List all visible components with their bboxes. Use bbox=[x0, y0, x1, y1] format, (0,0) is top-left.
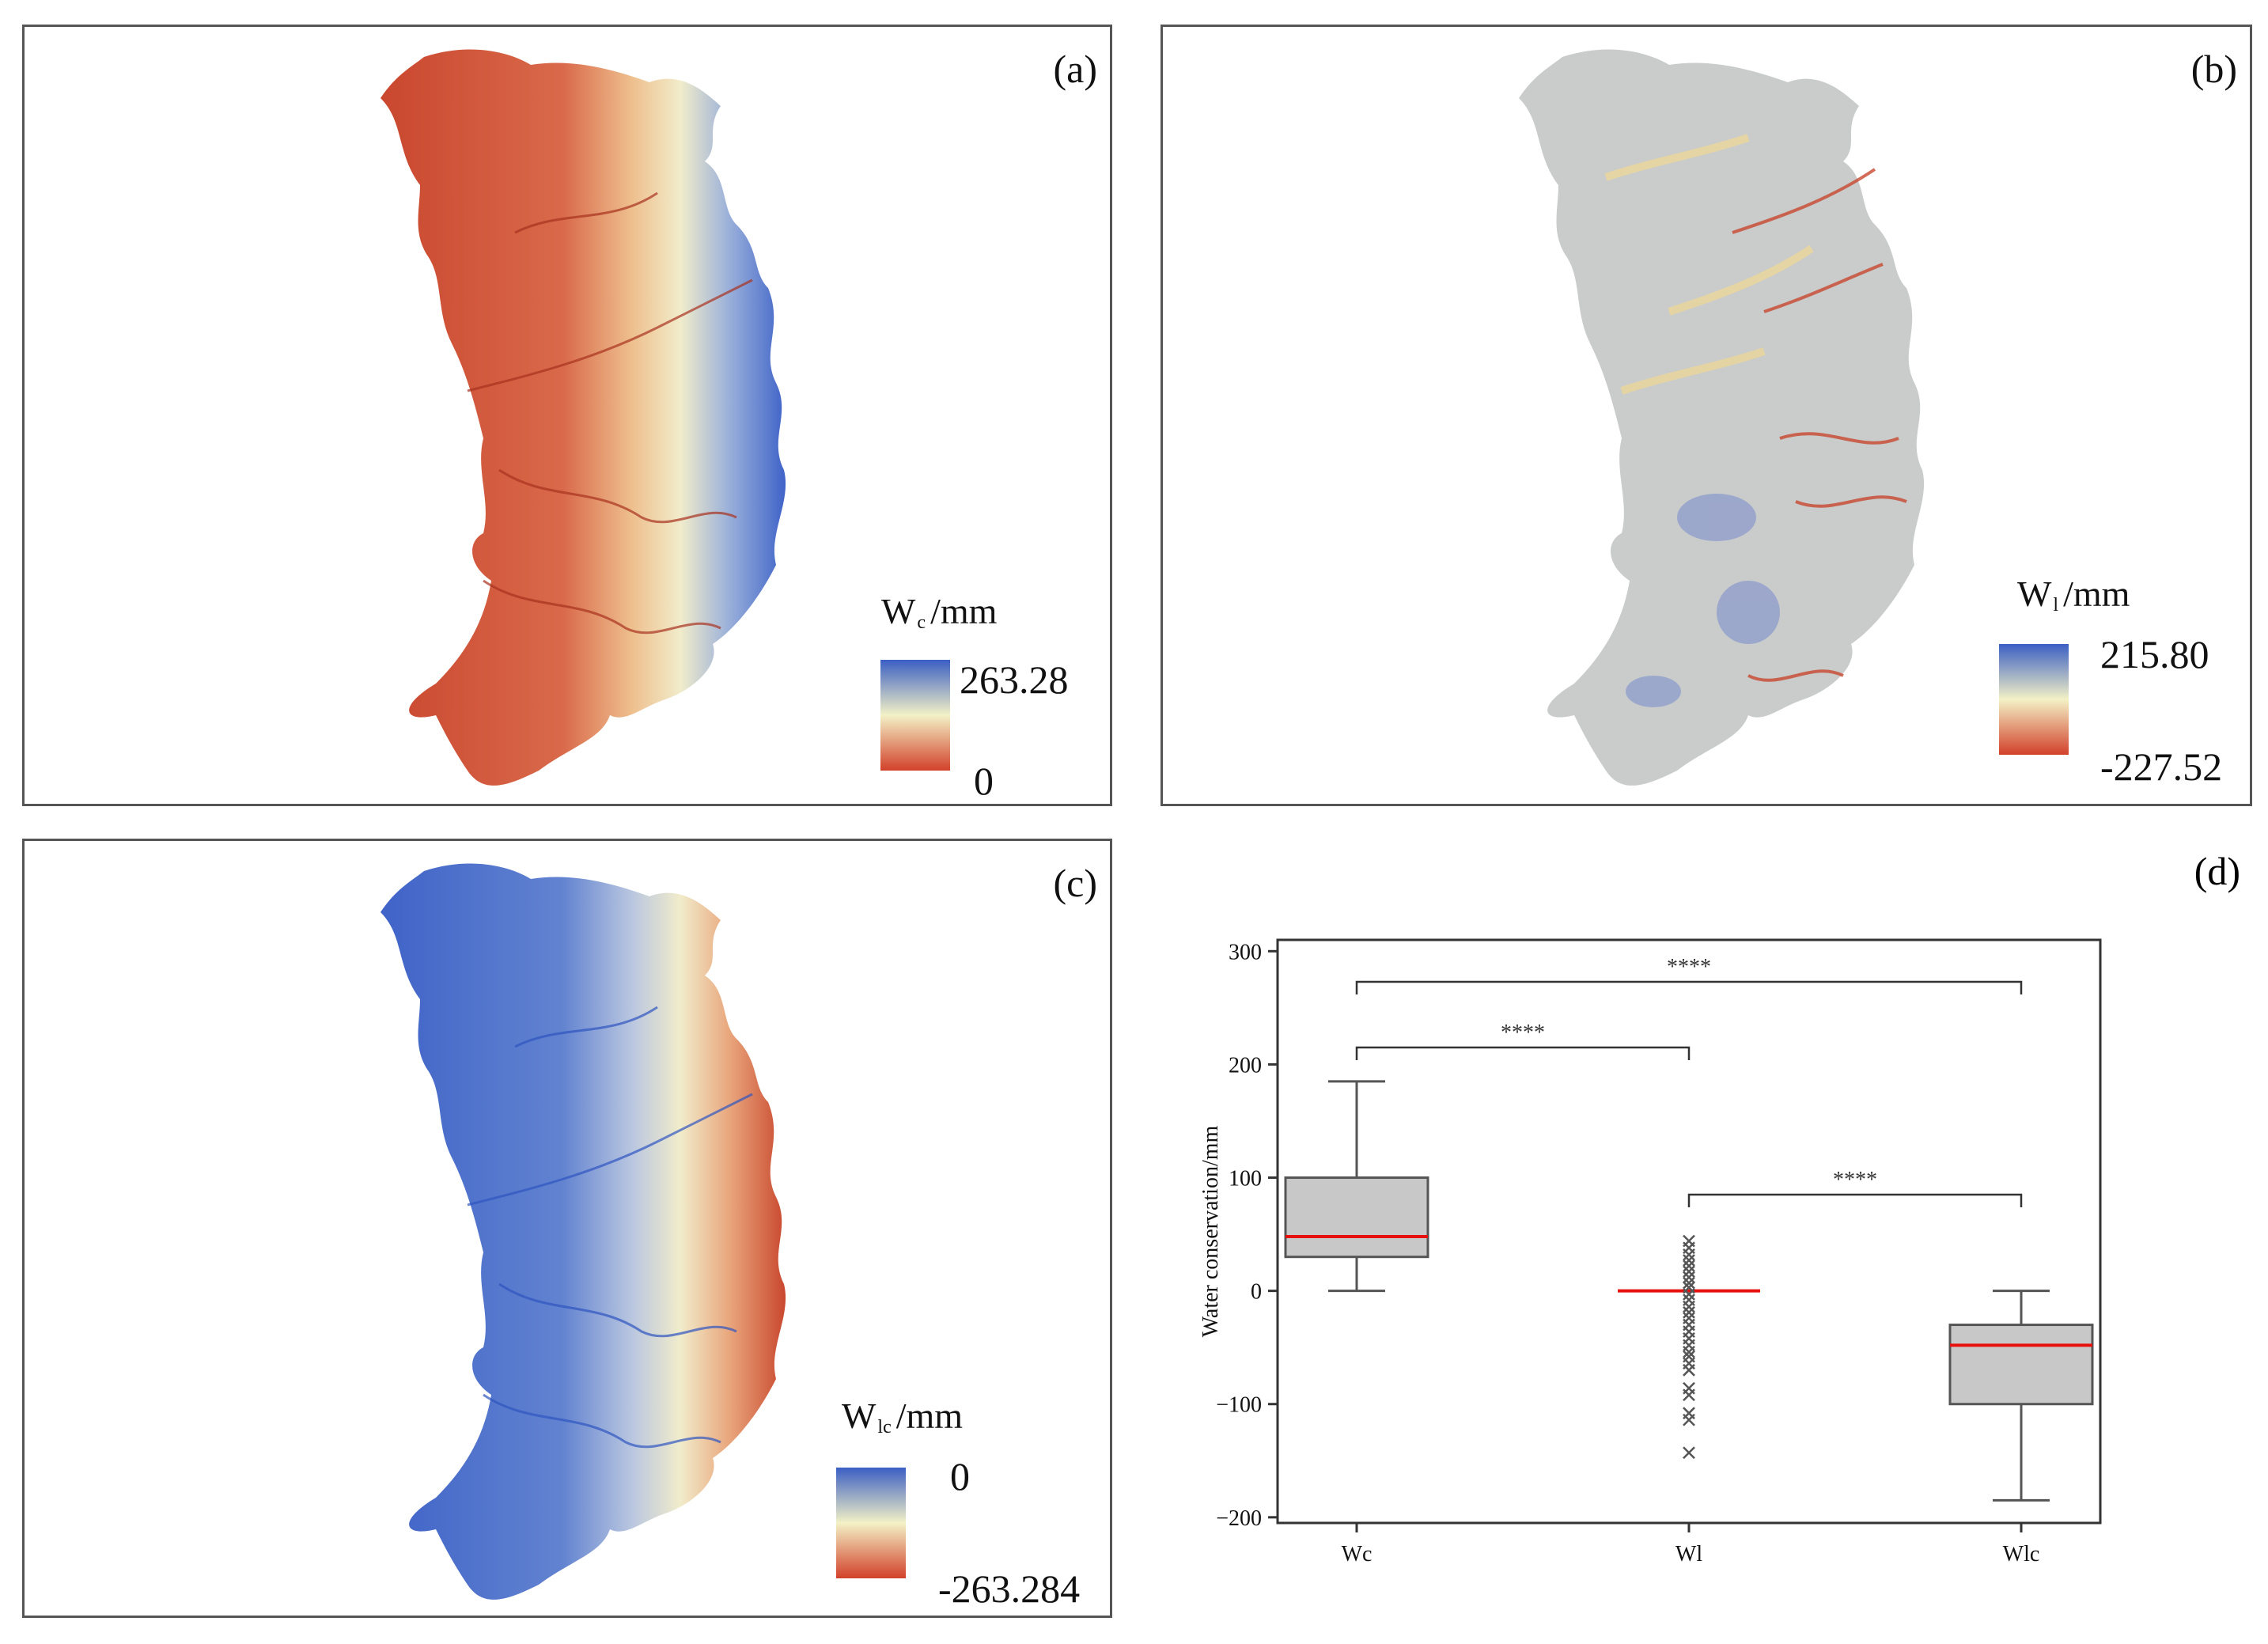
map-wc bbox=[381, 49, 786, 786]
outlier-wl bbox=[1683, 1248, 1695, 1261]
legend-title-b: Wl/mm bbox=[2017, 574, 2130, 616]
map-wl bbox=[1519, 49, 1925, 786]
legend-max-a: 263.28 bbox=[960, 657, 1069, 702]
outlier-wl bbox=[1683, 1300, 1695, 1313]
significance-label: **** bbox=[1501, 1021, 1545, 1045]
outlier-wl bbox=[1683, 1265, 1695, 1278]
x-tick-label: Wc bbox=[1342, 1542, 1373, 1566]
outlier-wl bbox=[1683, 1276, 1695, 1290]
legend-max-c: 0 bbox=[950, 1454, 970, 1498]
y-tick-label: 300 bbox=[1229, 940, 1262, 964]
outlier-wl bbox=[1683, 1346, 1695, 1358]
region-shape bbox=[1519, 49, 1925, 786]
y-tick-label: −200 bbox=[1216, 1506, 1262, 1531]
legend-max-b: 215.80 bbox=[2100, 632, 2209, 676]
outlier-wl bbox=[1683, 1388, 1695, 1402]
moderate-change bbox=[1604, 134, 1814, 395]
outlier-wl bbox=[1683, 1446, 1695, 1460]
color-ramp-c bbox=[836, 1468, 906, 1578]
legend-title-a: Wc/mm bbox=[881, 591, 998, 633]
y-tick-label: 100 bbox=[1229, 1167, 1262, 1191]
map-wlc bbox=[381, 863, 786, 1600]
map-panel-b: (b) Wl/mm 215.80 -227.52 bbox=[1161, 25, 2252, 806]
legend-min-a: 0 bbox=[974, 759, 994, 803]
legend-min-b: -227.52 bbox=[2100, 744, 2223, 789]
legend-min-c: -263.284 bbox=[938, 1566, 1081, 1611]
panel-label-d: (d) bbox=[2194, 849, 2240, 893]
y-tick-label: 200 bbox=[1229, 1053, 1262, 1078]
box-wc bbox=[1284, 1176, 1429, 1259]
box-wlc bbox=[1948, 1324, 2094, 1406]
outlier-wl bbox=[1683, 1254, 1695, 1267]
map-panel-a: (a) Wc/mm 263.28 0 bbox=[22, 25, 1112, 806]
river-network bbox=[467, 1006, 753, 1449]
significance-bracket bbox=[1687, 1193, 2023, 1207]
significance-label: **** bbox=[1667, 955, 1711, 979]
river-network bbox=[467, 191, 753, 634]
gain-areas bbox=[1626, 494, 1780, 707]
outlier-wl bbox=[1683, 1260, 1695, 1273]
region-shape bbox=[381, 863, 786, 1600]
boxplot-chart: (d) 300 200 100 0 −100 −200 Water conservation… bbox=[1198, 849, 2240, 1566]
map-panel-c: (c) Wlc/mm 0 -263.284 bbox=[22, 839, 1112, 1618]
panel-label-a: (a) bbox=[1053, 47, 1098, 91]
significance-bracket bbox=[1355, 980, 2023, 994]
outlier-wl bbox=[1683, 1305, 1695, 1319]
panel-label-b: (b) bbox=[2190, 47, 2237, 91]
significance-label: **** bbox=[1833, 1168, 1877, 1192]
outlier-wl bbox=[1683, 1271, 1695, 1284]
legend-title-c: Wlc/mm bbox=[842, 1396, 964, 1438]
x-tick-label: Wl bbox=[1675, 1542, 1702, 1566]
y-axis-label: Water conservation/mm bbox=[1198, 1126, 1223, 1338]
outlier-wl bbox=[1683, 1288, 1695, 1301]
region-shape bbox=[381, 49, 786, 786]
outlier-wl bbox=[1683, 1413, 1695, 1426]
x-tick-label: Wlc bbox=[2003, 1542, 2040, 1566]
loss-rivers bbox=[1732, 168, 1907, 682]
y-tick-label: −100 bbox=[1216, 1393, 1262, 1418]
color-ramp-b bbox=[1999, 644, 2069, 755]
y-tick-label: 0 bbox=[1251, 1280, 1262, 1305]
outlier-wl bbox=[1683, 1363, 1695, 1377]
panel-label-c: (c) bbox=[1053, 861, 1098, 905]
significance-bracket bbox=[1355, 1046, 1691, 1060]
plot-area: 300 200 100 0 −100 −200 Water conservation/mm W… bbox=[1198, 938, 2102, 1566]
color-ramp-a bbox=[880, 660, 950, 771]
